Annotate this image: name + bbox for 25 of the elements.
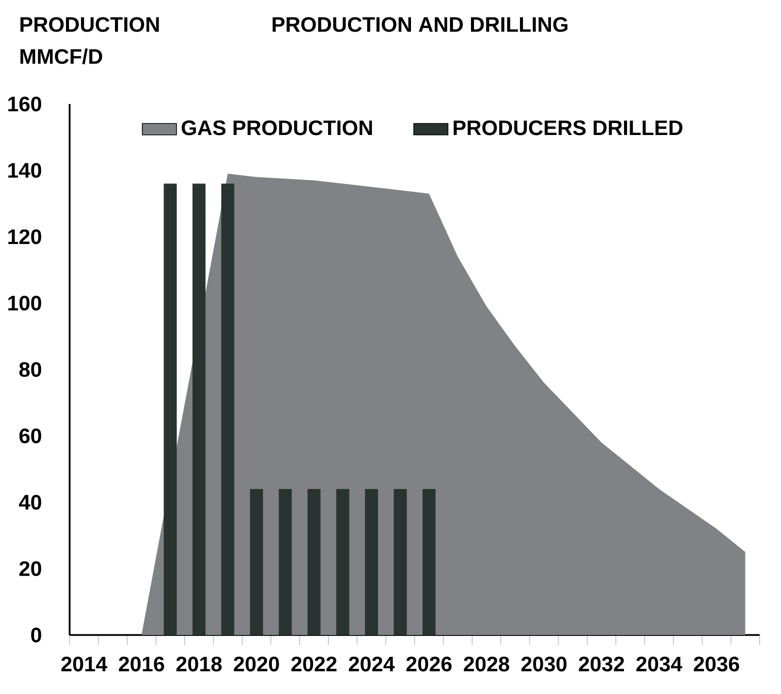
y-tick-label: 100: [8, 296, 42, 311]
x-tick-label: 2034: [636, 656, 682, 672]
x-tick-label: 2022: [291, 656, 336, 672]
y-tick-label: 0: [31, 628, 42, 642]
x-tick-label: 2036: [694, 656, 740, 672]
chart-title: PRODUCTION AND DRILLING: [272, 17, 568, 32]
x-tick-label: 2020: [234, 656, 279, 672]
x-tick-label: 2028: [464, 656, 510, 672]
x-tick-label: 2030: [521, 656, 566, 672]
legend-label: PRODUCERS DRILLED: [454, 120, 682, 136]
y-tick-label: 160: [8, 96, 42, 112]
y-tick-label: 60: [19, 428, 42, 444]
x-tick-label: 2014: [61, 656, 108, 672]
y-tick-label: 20: [19, 561, 42, 576]
y-tick-label: 120: [8, 229, 42, 244]
y-tick-label: 140: [8, 162, 42, 178]
legend-label: GAS PRODUCTION: [182, 120, 372, 136]
y-axis-title: PRODUCTION MMCF/D: [20, 17, 159, 64]
x-tick-label: 2032: [578, 656, 624, 672]
x-tick-label: 2016: [118, 656, 164, 672]
x-tick-label: 2026: [406, 656, 452, 672]
x-tick-label: 2018: [176, 656, 222, 672]
y-tick-label: 80: [19, 362, 42, 377]
x-tick-label: 2024: [348, 656, 395, 672]
y-tick-label: 40: [18, 494, 42, 510]
